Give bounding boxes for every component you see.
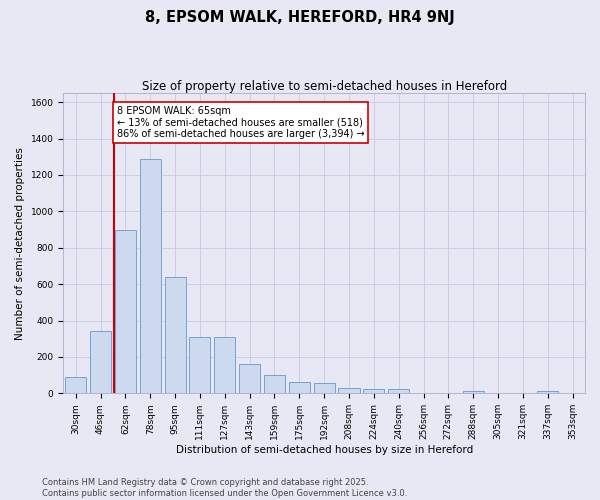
Text: 8 EPSOM WALK: 65sqm
← 13% of semi-detached houses are smaller (518)
86% of semi-: 8 EPSOM WALK: 65sqm ← 13% of semi-detach… (116, 106, 364, 139)
Bar (338, 388, 359, 394)
Bar (214, 337, 235, 394)
Bar (463, 390, 484, 394)
Y-axis label: Number of semi-detached properties: Number of semi-detached properties (15, 146, 25, 340)
Bar (264, 375, 285, 394)
Bar (388, 389, 409, 394)
Bar (190, 337, 211, 394)
Bar (65, 377, 86, 394)
Bar (115, 230, 136, 394)
Text: Contains HM Land Registry data © Crown copyright and database right 2025.
Contai: Contains HM Land Registry data © Crown c… (42, 478, 407, 498)
Bar (164, 277, 185, 394)
Text: 8, EPSOM WALK, HEREFORD, HR4 9NJ: 8, EPSOM WALK, HEREFORD, HR4 9NJ (145, 10, 455, 25)
Bar (239, 364, 260, 394)
Bar (537, 390, 558, 394)
X-axis label: Distribution of semi-detached houses by size in Hereford: Distribution of semi-detached houses by … (176, 445, 473, 455)
Bar (289, 382, 310, 394)
Bar (314, 384, 335, 394)
Title: Size of property relative to semi-detached houses in Hereford: Size of property relative to semi-detach… (142, 80, 507, 93)
Bar (90, 332, 111, 394)
Bar (363, 389, 385, 394)
Bar (140, 158, 161, 394)
